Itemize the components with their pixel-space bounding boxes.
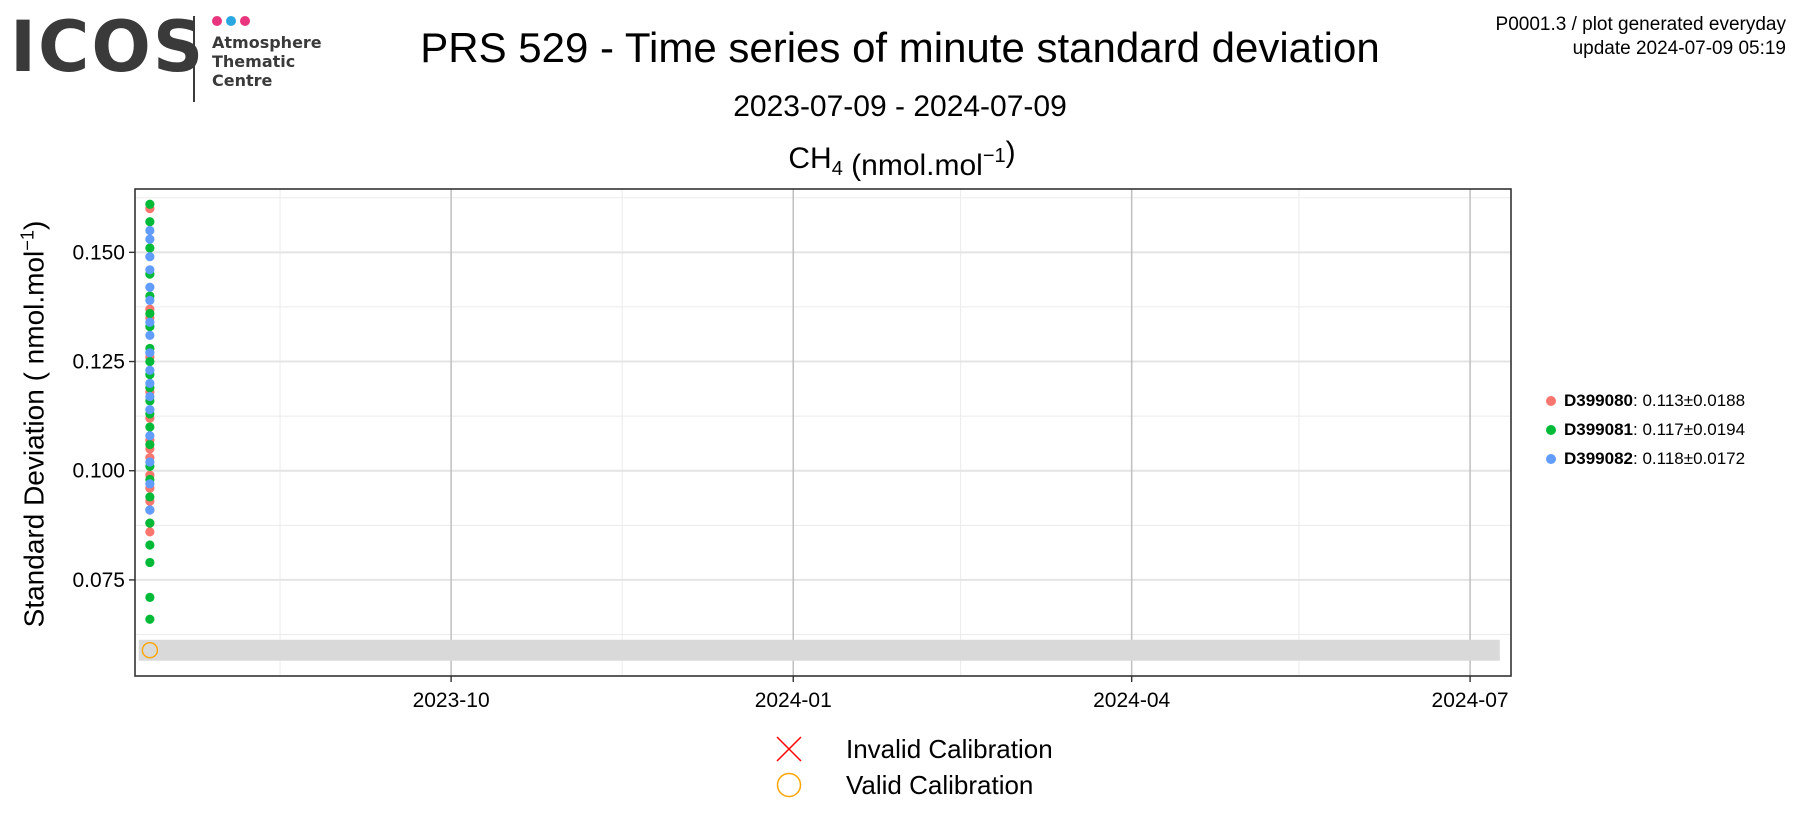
calibration-legend-label: Invalid Calibration	[846, 734, 1053, 764]
plot-generation-info: P0001.3 / plot generated everyday	[1495, 14, 1786, 35]
data-point	[145, 557, 155, 568]
data-point	[145, 225, 155, 236]
chart-title: PRS 529 - Time series of minute standard…	[420, 24, 1380, 71]
data-point	[145, 365, 155, 375]
data-point	[145, 540, 155, 550]
legend-entry: D399082: 0.118±0.0172	[1546, 449, 1745, 469]
data-point	[145, 592, 155, 602]
data-point	[145, 439, 155, 450]
data-point	[145, 391, 155, 402]
legend-series-stat: : 0.118±0.0172	[1633, 449, 1746, 468]
x-tick-label: 2024-04	[1093, 689, 1170, 712]
calibration-points-layer	[141, 642, 159, 659]
legend-entry: D399081: 0.117±0.0194	[1546, 420, 1745, 440]
x-tick-label: 2024-01	[755, 689, 832, 712]
legend-series-name: D399082	[1564, 449, 1634, 468]
logo-dot	[240, 16, 250, 26]
data-point	[145, 265, 155, 275]
data-point	[145, 348, 155, 358]
logo-divider	[193, 16, 195, 102]
logo-dot	[226, 16, 236, 26]
calibration-legend-label: Valid Calibration	[846, 770, 1033, 800]
chart-subtitle: 2023-07-09 - 2024-07-09	[733, 90, 1067, 123]
data-point	[145, 422, 155, 432]
legend-dot	[1546, 424, 1556, 435]
data-point	[145, 217, 155, 227]
y-tick-label: 0.100	[72, 460, 125, 483]
legend-series-stat: : 0.113±0.0188	[1633, 391, 1746, 410]
data-point	[145, 505, 155, 515]
data-point	[145, 492, 155, 502]
data-point	[145, 252, 155, 262]
calibration-band-layer	[138, 639, 1500, 661]
data-point	[145, 282, 155, 292]
icos-logo: ICOS	[10, 6, 206, 88]
data-point	[145, 404, 155, 415]
plot-panel	[135, 189, 1511, 676]
logo-subtitle-line: Centre	[212, 71, 273, 90]
calibration-legend: Invalid Calibration Valid Calibration	[776, 734, 1053, 800]
data-point	[145, 378, 155, 388]
logo-subtitle-line: Thematic	[212, 52, 296, 71]
legend-series-name: D399081	[1564, 420, 1634, 439]
calibration-band	[138, 639, 1500, 661]
data-point	[145, 234, 155, 244]
data-point	[145, 614, 155, 624]
legend-dot	[1546, 453, 1556, 464]
data-point	[145, 330, 155, 340]
legend-series-stat: : 0.117±0.0194	[1633, 420, 1746, 439]
data-point	[145, 308, 155, 319]
data-point	[145, 317, 155, 327]
valid-calibration-key	[776, 772, 802, 798]
data-points-layer	[145, 199, 155, 624]
data-point	[145, 527, 155, 537]
legend-dot	[1546, 395, 1556, 406]
logo-dot	[212, 16, 222, 26]
data-point	[145, 518, 155, 528]
plot-border	[134, 188, 1512, 677]
legend-entry: D399080: 0.113±0.0188	[1546, 391, 1745, 411]
data-point	[145, 431, 155, 441]
data-point	[145, 243, 155, 253]
x-axis: 2023-10 2024-01 2024-04 2024-07	[413, 676, 1509, 712]
data-point	[145, 479, 155, 489]
y-axis: 0.075 0.100 0.125 0.150	[72, 241, 135, 592]
data-point	[145, 295, 155, 305]
data-point	[145, 356, 155, 367]
x-tick-label: 2024-07	[1432, 689, 1509, 712]
legend-series-name: D399080	[1564, 391, 1634, 410]
invalid-calibration-key	[776, 736, 802, 762]
update-timestamp: update 2024-07-09 05:19	[1572, 38, 1786, 59]
logo-subtitle: Atmosphere Thematic Centre	[212, 33, 322, 90]
logo-subtitle-line: Atmosphere	[212, 33, 322, 52]
valid-calibration-marker	[141, 642, 159, 659]
y-tick-label: 0.075	[72, 569, 125, 592]
y-tick-label: 0.150	[72, 241, 125, 264]
x-tick-label: 2023-10	[413, 689, 490, 712]
minor-grid	[135, 189, 1511, 676]
data-point	[145, 199, 155, 209]
data-point	[145, 457, 155, 467]
major-grid	[135, 189, 1511, 676]
panel-title: CH4 (nmol.mol−1)	[788, 136, 1015, 182]
y-tick-label: 0.125	[72, 351, 125, 374]
